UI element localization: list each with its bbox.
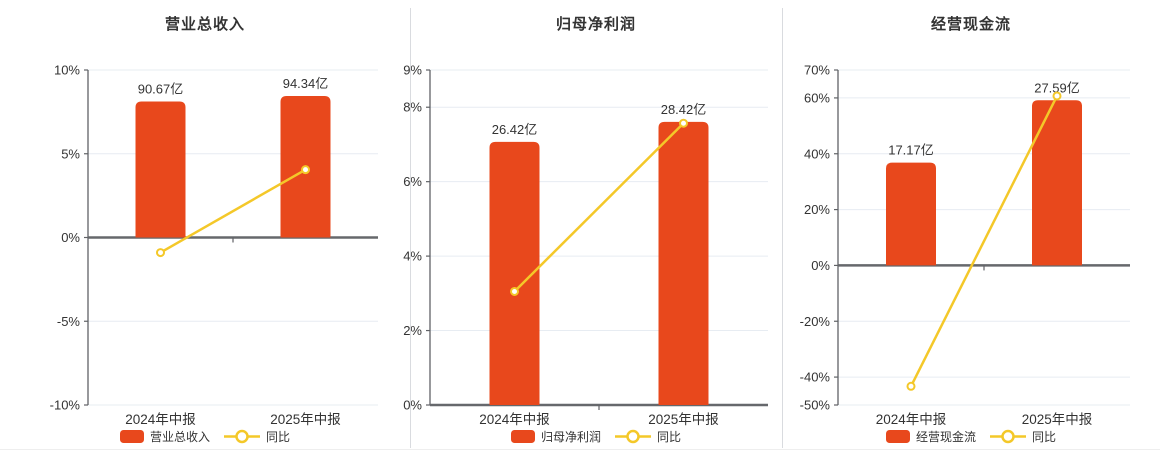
y-tick-label: 70% <box>804 63 830 78</box>
legend-bar-swatch[interactable] <box>120 430 144 443</box>
bar-value-label: 17.17亿 <box>888 143 934 158</box>
panel-title-cash-flow: 经营现金流 <box>930 16 1011 33</box>
chart-canvas-0: 10% 5% 0% -5% -10% 90.67亿 2024年中报 94.34亿 2025年中报… <box>50 63 378 444</box>
y-tick-label: 40% <box>804 146 830 161</box>
yoy-point[interactable] <box>1052 91 1062 101</box>
yoy-point[interactable] <box>301 165 310 175</box>
legend-bar-label[interactable]: 归母净利润 <box>541 430 601 444</box>
y-tick-label: 8% <box>403 100 422 115</box>
yoy-line <box>159 168 307 254</box>
y-tick-label: 0% <box>811 258 830 273</box>
panel-divider <box>410 8 411 448</box>
legend-bar-label[interactable]: 营业总收入 <box>150 430 210 444</box>
yoy-point[interactable] <box>156 248 165 258</box>
panel-title-net-profit: 归母净利润 <box>555 16 636 33</box>
bar-2024年中报[interactable] <box>886 162 936 266</box>
bar-value-label: 27.59亿 <box>1034 80 1080 95</box>
y-tick-label: -40% <box>800 370 831 385</box>
category-label: 2024年中报 <box>125 412 196 427</box>
yoy-point[interactable] <box>906 381 916 391</box>
y-tick-label: -20% <box>800 314 831 329</box>
bar-value-label: 26.42亿 <box>492 122 538 137</box>
yoy-line <box>909 95 1059 387</box>
yoy-line <box>513 122 685 293</box>
y-tick-label: 9% <box>403 63 422 78</box>
y-tick-label: -50% <box>800 398 831 413</box>
bar-value-label: 90.67亿 <box>138 81 184 96</box>
legend-line-marker-circle[interactable] <box>626 429 640 444</box>
legend-line-marker-circle[interactable] <box>1001 429 1015 444</box>
bar-2025年中报[interactable] <box>658 121 709 406</box>
category-label: 2025年中报 <box>270 412 341 427</box>
category-label: 2025年中报 <box>1022 412 1093 427</box>
legend-bar-swatch[interactable] <box>886 430 910 443</box>
panel-title-revenue: 营业总收入 <box>164 16 245 33</box>
panel-net-profit: 归母净利润 9% 8% 6% 4% 2% 0% 26.42亿 2024年中报 28.42亿 202… <box>403 0 782 450</box>
panel-divider <box>782 8 783 448</box>
y-tick-label: 0% <box>403 398 422 413</box>
chart-canvas-2: 70% 60% 40% 20% 0% -20% -40% -50% 17.17亿 2024年中报 2… <box>800 63 1130 444</box>
y-tick-label: 2% <box>403 323 422 338</box>
y-tick-label: -5% <box>57 314 81 329</box>
legend-line-label[interactable]: 同比 <box>266 430 290 444</box>
legend-bar-label[interactable]: 经营现金流 <box>916 429 976 444</box>
yoy-point[interactable] <box>510 286 519 296</box>
y-tick-label: 20% <box>804 202 830 217</box>
y-tick-label: 60% <box>804 90 830 105</box>
y-tick-label: 10% <box>54 63 80 78</box>
panel-cash-flow: 经营现金流 70% 60% 40% 20% 0% -20% -40% -50% 17.17亿 20… <box>782 0 1160 450</box>
legend-line-label[interactable]: 同比 <box>657 430 681 444</box>
bar-value-label: 94.34亿 <box>283 76 329 91</box>
y-tick-label: -10% <box>50 398 81 413</box>
yoy-point[interactable] <box>679 118 688 128</box>
y-tick-label: 0% <box>61 230 80 245</box>
category-label: 2024年中报 <box>479 412 550 427</box>
y-tick-label: 4% <box>403 249 422 264</box>
legend-line-label[interactable]: 同比 <box>1032 430 1056 444</box>
legend-bar-swatch[interactable] <box>511 430 535 443</box>
y-tick-label: 6% <box>403 174 422 189</box>
category-label: 2025年中报 <box>648 412 719 427</box>
chart-canvas-1: 9% 8% 6% 4% 2% 0% 26.42亿 2024年中报 28.42亿 2025年中报归母… <box>403 63 768 444</box>
bar-value-label: 28.42亿 <box>661 102 707 117</box>
panel-revenue: 营业总收入 10% 5% 0% -5% -10% 90.67亿 2024年中报 94.34亿 2… <box>0 0 410 450</box>
y-tick-label: 5% <box>61 146 80 161</box>
legend-line-marker-circle[interactable] <box>235 429 249 444</box>
bar-2024年中报[interactable] <box>489 141 540 405</box>
category-label: 2024年中报 <box>876 412 947 427</box>
bar-2025年中报[interactable] <box>1032 100 1082 266</box>
bar-2024年中报[interactable] <box>135 101 186 238</box>
